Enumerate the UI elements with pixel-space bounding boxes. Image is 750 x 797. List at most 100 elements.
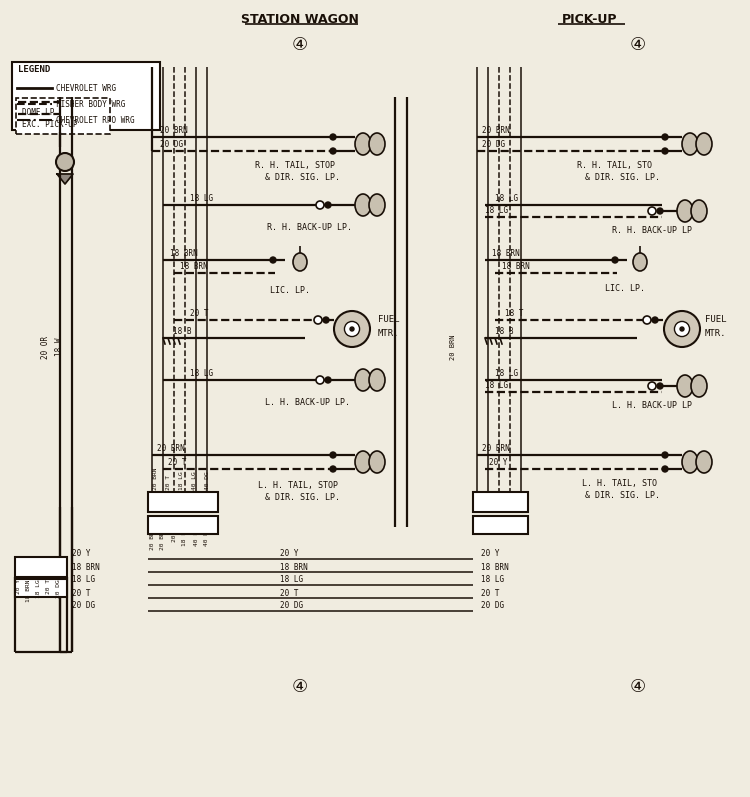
Text: ④: ④: [630, 36, 646, 54]
Text: 20 Y: 20 Y: [280, 549, 298, 559]
Text: 20 DG: 20 DG: [481, 602, 504, 611]
Text: 20 T: 20 T: [481, 588, 500, 598]
Circle shape: [325, 377, 331, 383]
Polygon shape: [57, 174, 73, 184]
Ellipse shape: [691, 200, 707, 222]
Bar: [148, 516, 218, 534]
Text: MTR.: MTR.: [705, 328, 727, 337]
Text: 20 T: 20 T: [72, 588, 91, 598]
Circle shape: [664, 311, 700, 347]
Text: PICK-UP: PICK-UP: [562, 13, 618, 26]
Text: & DIR. SIG. LP.: & DIR. SIG. LP.: [585, 490, 660, 500]
Text: EXC. PICK-UP: EXC. PICK-UP: [22, 120, 77, 128]
Circle shape: [662, 452, 668, 458]
Circle shape: [350, 327, 354, 331]
Text: 20 T: 20 T: [172, 527, 176, 542]
Circle shape: [325, 202, 331, 208]
Text: DOME LP.: DOME LP.: [22, 108, 59, 116]
Ellipse shape: [696, 451, 712, 473]
Text: 18 T: 18 T: [505, 308, 524, 317]
Ellipse shape: [696, 133, 712, 155]
Text: 40 LG: 40 LG: [192, 471, 197, 490]
Text: 40 DG: 40 DG: [205, 527, 209, 546]
Text: ④: ④: [292, 36, 308, 54]
Text: 20 BRN: 20 BRN: [482, 125, 510, 135]
Circle shape: [652, 317, 658, 323]
Text: LIC. LP.: LIC. LP.: [605, 284, 645, 292]
Text: STATION WAGON: STATION WAGON: [241, 13, 359, 26]
Ellipse shape: [677, 200, 693, 222]
Text: 18 LG: 18 LG: [35, 579, 40, 598]
Text: CHEVROLET RPO WRG: CHEVROLET RPO WRG: [56, 116, 135, 124]
Ellipse shape: [293, 253, 307, 271]
Text: L. H. TAIL, STO: L. H. TAIL, STO: [582, 478, 657, 488]
Bar: [473, 492, 528, 512]
Text: R. H. BACK-UP LP.: R. H. BACK-UP LP.: [267, 222, 352, 231]
Text: L. H. BACK-UP LP: L. H. BACK-UP LP: [612, 401, 692, 410]
Text: 20 T: 20 T: [280, 588, 298, 598]
Circle shape: [334, 311, 370, 347]
Text: 20 DG: 20 DG: [160, 139, 183, 148]
Text: 20 BRN: 20 BRN: [157, 443, 184, 453]
Text: 18 W: 18 W: [55, 338, 64, 356]
Circle shape: [662, 466, 668, 472]
Circle shape: [674, 321, 689, 336]
Bar: [473, 516, 528, 534]
Text: 20 DG: 20 DG: [482, 139, 506, 148]
Text: 40 DG: 40 DG: [205, 471, 210, 490]
Text: 18 LG: 18 LG: [179, 471, 184, 490]
Text: 18 LG: 18 LG: [190, 368, 213, 378]
Text: L. H. TAIL, STOP: L. H. TAIL, STOP: [258, 481, 338, 489]
Text: 20 Y: 20 Y: [489, 457, 508, 466]
Text: 20 DG: 20 DG: [280, 602, 303, 611]
Text: 40 LG: 40 LG: [194, 527, 199, 546]
Circle shape: [662, 134, 668, 140]
Text: & DIR. SIG. LP.: & DIR. SIG. LP.: [265, 172, 340, 182]
Circle shape: [316, 376, 324, 384]
Ellipse shape: [677, 375, 693, 397]
Bar: [15, 579, 67, 597]
Text: 18 LG: 18 LG: [481, 575, 504, 584]
Text: 18 LG: 18 LG: [485, 380, 508, 390]
Bar: [15, 557, 67, 577]
Text: 20 T: 20 T: [190, 308, 209, 317]
Circle shape: [643, 316, 651, 324]
Text: 20 T: 20 T: [168, 457, 187, 466]
Ellipse shape: [369, 369, 385, 391]
Text: LEGEND: LEGEND: [18, 65, 50, 74]
Circle shape: [316, 201, 324, 209]
Circle shape: [657, 208, 663, 214]
Ellipse shape: [355, 451, 371, 473]
Circle shape: [648, 382, 656, 390]
Text: 18 B: 18 B: [495, 327, 514, 336]
Circle shape: [314, 316, 322, 324]
Ellipse shape: [369, 194, 385, 216]
Text: 20 T: 20 T: [166, 475, 171, 490]
Text: 18 BRN: 18 BRN: [72, 563, 100, 571]
Bar: [148, 492, 218, 512]
Text: FISHER BODY WRG: FISHER BODY WRG: [56, 100, 125, 108]
Text: 20 BRN: 20 BRN: [160, 527, 166, 549]
Text: ④: ④: [630, 678, 646, 696]
Text: R. H. TAIL, STOP: R. H. TAIL, STOP: [255, 160, 335, 170]
Ellipse shape: [633, 253, 647, 271]
Text: 18 LG: 18 LG: [495, 368, 518, 378]
Text: LIC. LP.: LIC. LP.: [270, 285, 310, 295]
Text: 20 Y: 20 Y: [481, 549, 500, 559]
Text: 18 BRN: 18 BRN: [170, 249, 198, 257]
Text: 18 LG: 18 LG: [182, 527, 188, 546]
Circle shape: [680, 327, 684, 331]
Text: 20 T: 20 T: [46, 579, 50, 594]
Text: 18 BRN: 18 BRN: [492, 249, 520, 257]
Ellipse shape: [355, 194, 371, 216]
Ellipse shape: [355, 369, 371, 391]
Text: 18 BRN: 18 BRN: [280, 563, 308, 571]
Text: 18 BRN: 18 BRN: [502, 261, 530, 270]
Text: 18 BRN: 18 BRN: [481, 563, 508, 571]
Text: 18 LG: 18 LG: [72, 575, 95, 584]
Text: 20 BRN: 20 BRN: [482, 443, 510, 453]
Circle shape: [270, 257, 276, 263]
Text: & DIR. SIG. LP.: & DIR. SIG. LP.: [265, 493, 340, 501]
Ellipse shape: [369, 133, 385, 155]
Text: 18 B: 18 B: [173, 327, 191, 336]
